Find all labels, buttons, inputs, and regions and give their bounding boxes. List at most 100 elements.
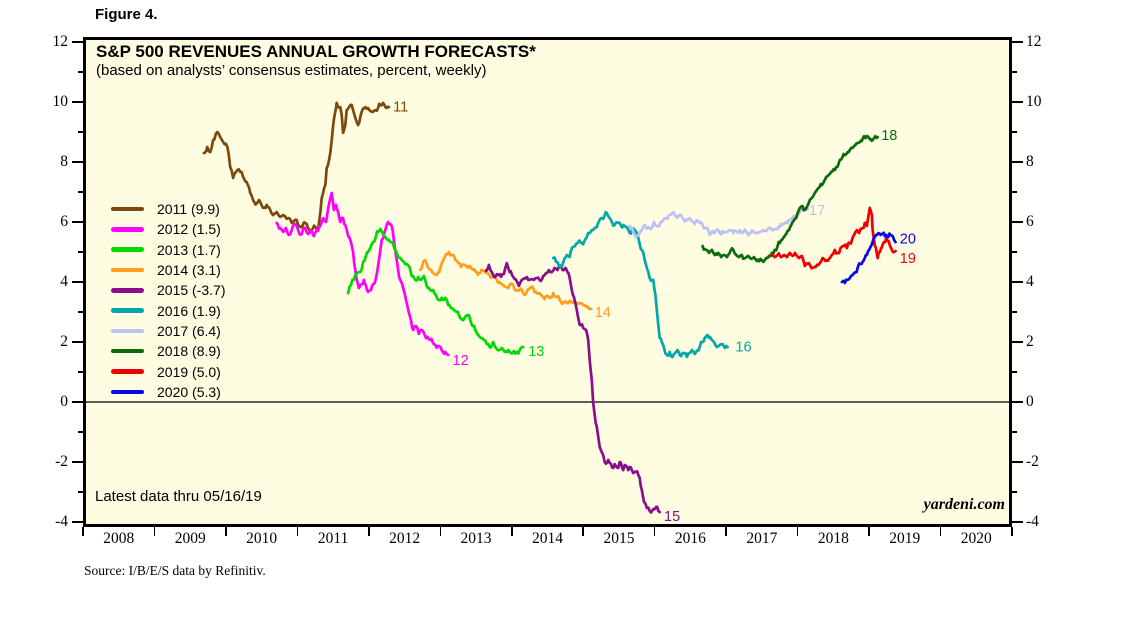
y-axis-tick-left	[78, 191, 83, 193]
series-line-2019	[770, 206, 897, 270]
x-axis-label: 2013	[460, 530, 492, 547]
legend-label-2015: 2015 (-3.7)	[157, 282, 226, 299]
y-axis-tick-right	[1012, 431, 1017, 433]
y-axis-tick-right	[1012, 521, 1023, 523]
x-axis-tick	[1011, 527, 1013, 536]
x-axis-label: 2015	[603, 530, 635, 547]
x-axis-tick	[868, 527, 870, 536]
chart-title: S&P 500 REVENUES ANNUAL GROWTH FORECASTS…	[96, 42, 536, 61]
legend-swatch-2020	[111, 389, 144, 395]
y-axis-tick-left	[78, 251, 83, 253]
y-axis-label-right: -2	[1026, 453, 1039, 470]
legend-swatch-2012	[111, 227, 144, 232]
y-axis-label-left: 2	[60, 333, 68, 350]
y-axis-tick-right	[1012, 311, 1017, 313]
legend-item-2014: 2014 (3.1)	[111, 260, 225, 280]
chart-subtitle: (based on analysts’ consensus estimates,…	[96, 62, 487, 79]
legend-swatch-2013	[111, 247, 144, 252]
legend-item-2017: 2017 (6.4)	[111, 321, 225, 341]
series-line-2011	[202, 101, 391, 234]
x-axis-tick	[653, 527, 656, 536]
x-axis-label: 2014	[532, 530, 563, 547]
legend-label-2014: 2014 (3.1)	[157, 262, 221, 279]
legend-label-2012: 2012 (1.5)	[157, 221, 221, 238]
y-axis-tick-right	[1012, 161, 1023, 163]
y-axis-tick-right	[1012, 401, 1023, 403]
legend-item-2018: 2018 (8.9)	[111, 341, 225, 361]
y-axis-tick-right	[1012, 251, 1017, 253]
y-axis-tick-left	[78, 131, 83, 133]
series-end-label-2018: 18	[881, 128, 897, 144]
y-axis-label-left: 10	[52, 93, 69, 110]
y-axis-label-right: 2	[1026, 333, 1034, 350]
y-axis-tick-left	[78, 431, 83, 433]
series-line-2017	[628, 206, 809, 239]
plot-area: 11 12 13 14 15 16 17 18 19 20	[86, 100, 1009, 524]
series-end-label-2020: 20	[900, 232, 916, 248]
chart-frame	[83, 37, 1012, 527]
y-axis-tick-left	[78, 371, 83, 373]
series-line-2014	[418, 250, 593, 311]
y-axis-tick-right	[1012, 41, 1023, 43]
legend-label-2020: 2020 (5.3)	[157, 383, 221, 400]
x-axis-label: 2016	[674, 530, 706, 547]
legend-item-2016: 2016 (1.9)	[111, 300, 225, 320]
x-axis-tick	[582, 527, 584, 536]
latest-data-note: Latest data thru 05/16/19	[95, 488, 262, 505]
x-axis-label: 2018	[817, 530, 849, 547]
x-axis-tick	[153, 527, 156, 536]
legend-label-2018: 2018 (8.9)	[157, 343, 221, 360]
x-axis-tick	[296, 527, 299, 536]
series-line-2012	[275, 191, 450, 357]
x-axis-tick	[796, 527, 799, 536]
x-axis-label: 2019	[889, 530, 921, 547]
series-end-label-2019: 19	[900, 251, 916, 267]
y-axis-tick-left	[78, 71, 83, 73]
y-axis-label-left: 12	[52, 33, 69, 50]
legend-label-2013: 2013 (1.7)	[157, 241, 221, 258]
y-axis-label-left: -2	[55, 453, 68, 470]
x-axis-label: 2012	[389, 530, 421, 547]
y-axis-tick-right	[1012, 131, 1017, 133]
legend-item-2019: 2019 (5.0)	[111, 361, 225, 381]
y-axis-label-right: -4	[1026, 513, 1039, 530]
series-line-2013	[346, 227, 525, 355]
legend-swatch-2014	[111, 267, 144, 273]
series-line-2015	[484, 261, 662, 514]
y-axis-tick-left	[72, 461, 83, 463]
legend-swatch-2017	[111, 328, 144, 334]
x-axis-tick	[439, 527, 442, 536]
x-axis-tick	[939, 527, 942, 536]
y-axis-tick-left	[78, 311, 83, 313]
y-axis-tick-left	[72, 281, 83, 283]
x-axis-tick	[725, 527, 727, 536]
x-axis-tick	[225, 527, 227, 536]
watermark: yardeni.com	[923, 496, 1005, 513]
source-note: Source: I/B/E/S data by Refinitiv.	[84, 563, 266, 578]
legend-item-2012: 2012 (1.5)	[111, 219, 225, 239]
series-end-label-2016: 16	[735, 340, 751, 356]
legend-swatch-2011	[111, 206, 144, 212]
y-axis-label-left: 4	[60, 273, 68, 290]
legend-swatch-2019	[111, 369, 144, 374]
y-axis-tick-left	[72, 521, 83, 523]
y-axis-tick-right	[1012, 191, 1017, 193]
y-axis-tick-left	[72, 101, 83, 103]
series-end-label-2013: 13	[528, 344, 544, 360]
series-line-2020	[840, 231, 897, 285]
series-end-label-2015: 15	[664, 509, 680, 524]
y-axis-tick-right	[1012, 371, 1017, 373]
legend-label-2011: 2011 (9.9)	[157, 201, 220, 218]
x-axis-tick	[511, 527, 513, 536]
series-line-2016	[551, 210, 729, 359]
x-axis-label: 2008	[103, 530, 135, 547]
x-axis-label: 2020	[960, 530, 992, 547]
legend: 2011 (9.9) 2012 (1.5) 2013 (1.7) 2014 (3.1)…	[111, 199, 225, 402]
series-end-label-2011: 11	[393, 100, 408, 116]
series-line-2018	[701, 134, 880, 264]
y-axis-tick-right	[1012, 281, 1023, 283]
legend-item-2013: 2013 (1.7)	[111, 240, 225, 260]
y-axis-label-right: 10	[1026, 93, 1042, 110]
y-axis-label-right: 4	[1026, 273, 1034, 290]
